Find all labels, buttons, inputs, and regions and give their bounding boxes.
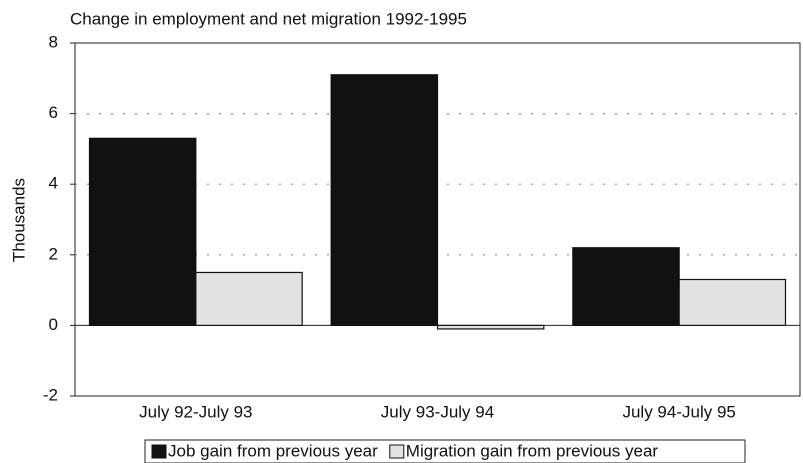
- bar: [572, 247, 680, 327]
- bar: [678, 278, 787, 327]
- legend-label: Job gain from previous year: [168, 441, 378, 460]
- y-tick-label: 6: [49, 103, 58, 122]
- legend-box: [144, 439, 746, 463]
- bar: [330, 74, 439, 327]
- y-tick-label: -2: [43, 385, 58, 404]
- bar: [88, 137, 197, 326]
- y-tick-label: 0: [49, 315, 58, 334]
- bar: [195, 271, 303, 327]
- legend-swatch: [389, 444, 405, 459]
- y-tick-label: 4: [49, 174, 58, 193]
- legend-swatch: [151, 444, 167, 459]
- y-tick-label: 8: [49, 32, 58, 51]
- y-axis-label: Thousands: [9, 178, 28, 262]
- y-tick-label: 2: [49, 244, 58, 263]
- legend-label: Migration gain from previous year: [406, 441, 659, 460]
- x-tick-label: July 93-July 94: [381, 402, 494, 421]
- chart-title: Change in employment and net migration 1…: [70, 9, 467, 28]
- x-tick-label: July 92-July 93: [139, 402, 252, 421]
- x-tick-label: July 94-July 95: [622, 402, 735, 421]
- bar: [436, 324, 545, 330]
- plot-frame: [74, 42, 801, 397]
